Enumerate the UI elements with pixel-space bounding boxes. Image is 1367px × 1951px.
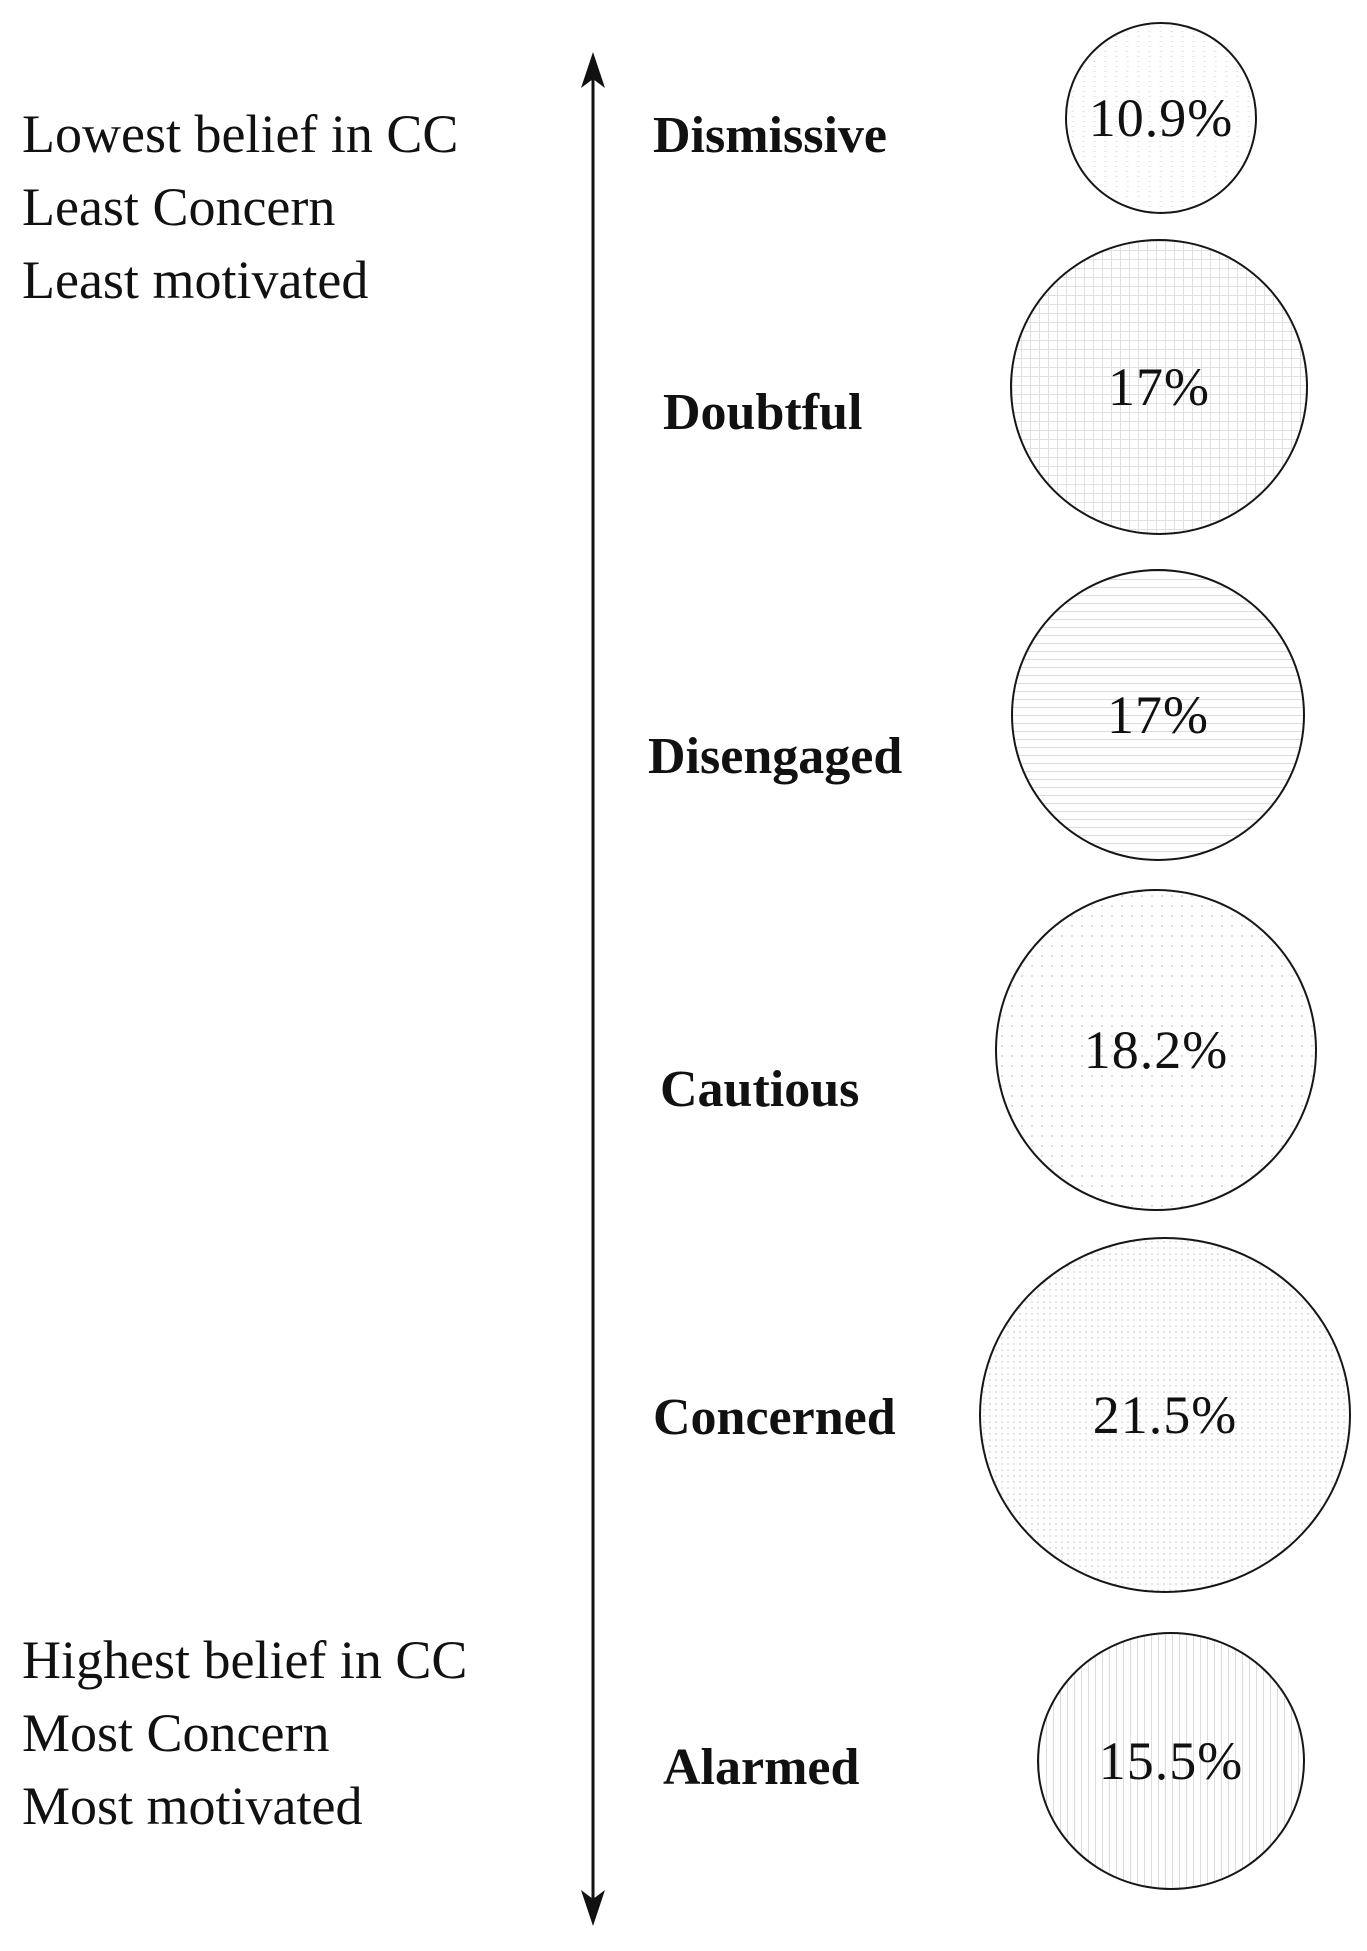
segment-percent-alarmed: 15.5% (1098, 1731, 1244, 1791)
segment-bubble-dismissive: 10.9% (1065, 22, 1257, 214)
axis-bottom-caption-line: Most motivated (22, 1776, 363, 1836)
segment-percent-cautious: 18.2% (1083, 1020, 1229, 1080)
segment-bubble-concerned: 21.5% (979, 1237, 1351, 1593)
axis-top-caption-line: Least motivated (22, 250, 369, 310)
segment-percent-concerned: 21.5% (1092, 1385, 1238, 1445)
segment-bubble-cautious: 18.2% (995, 889, 1317, 1211)
axis-top-caption-line: Lowest belief in CC (22, 104, 459, 164)
axis-bottom-caption: Highest belief in CC Most Concern Most m… (22, 1624, 467, 1843)
segment-bubble-alarmed: 15.5% (1037, 1632, 1305, 1890)
segment-label-doubtful: Doubtful (663, 384, 863, 441)
axis-top-caption-line: Least Concern (22, 177, 336, 237)
axis-top-caption: Lowest belief in CC Least Concern Least … (22, 98, 458, 317)
segment-percent-dismissive: 10.9% (1088, 88, 1234, 148)
segment-label-dismissive: Dismissive (653, 107, 887, 164)
segment-percent-doubtful: 17% (1108, 357, 1210, 417)
segment-bubble-doubtful: 17% (1010, 239, 1308, 535)
segment-percent-disengaged: 17% (1107, 685, 1209, 745)
segment-label-disengaged: Disengaged (648, 728, 903, 785)
segment-label-cautious: Cautious (660, 1061, 860, 1118)
segment-label-concerned: Concerned (653, 1389, 896, 1446)
segment-bubble-disengaged: 17% (1011, 569, 1305, 861)
axis-bottom-caption-line: Highest belief in CC (22, 1630, 468, 1690)
segment-label-alarmed: Alarmed (663, 1739, 860, 1796)
axis-bottom-caption-line: Most Concern (22, 1703, 330, 1763)
